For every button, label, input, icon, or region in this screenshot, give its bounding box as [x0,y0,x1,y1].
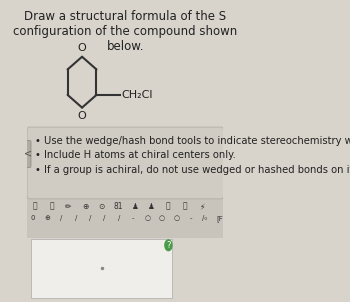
FancyBboxPatch shape [27,127,223,199]
Text: 🔍: 🔍 [166,202,171,211]
Text: ⊙: ⊙ [98,202,105,211]
Text: /: / [104,215,106,221]
Text: 81: 81 [114,202,123,211]
Text: ○: ○ [159,215,165,221]
Bar [27,196,223,238]
Text: ⊕: ⊕ [44,215,50,221]
Text: O: O [78,43,86,53]
Text: ♟: ♟ [132,202,139,211]
FancyBboxPatch shape [24,140,31,167]
Text: O: O [78,111,86,121]
Text: -: - [189,215,192,221]
Text: ○: ○ [145,215,150,221]
Text: 🖊: 🖊 [33,202,37,211]
Text: ✏: ✏ [65,202,71,211]
Text: /: / [75,215,77,221]
Text: /: / [61,215,63,221]
Text: ⊕: ⊕ [82,202,88,211]
Text: • Include H atoms at chiral centers only.: • Include H atoms at chiral centers only… [35,150,236,160]
Text: 🔍: 🔍 [183,202,187,211]
Text: -: - [132,215,134,221]
Text: /₀: /₀ [202,215,208,221]
Text: • If a group is achiral, do not use wedged or hashed bonds on it.: • If a group is achiral, do not use wedg… [35,165,350,175]
Text: Draw a structural formula of the S configuration of the compound shown below.: Draw a structural formula of the S confi… [13,10,237,53]
Text: 🗑: 🗑 [49,202,54,211]
Text: ?: ? [166,241,171,250]
Text: 0: 0 [31,215,35,221]
Text: /: / [89,215,91,221]
Text: [F: [F [216,215,223,222]
Bar [31,239,172,297]
Text: • Use the wedge/hash bond tools to indicate stereochemistry where it exists.: • Use the wedge/hash bond tools to indic… [35,136,350,146]
Text: ○: ○ [173,215,179,221]
Text: ♟: ♟ [148,202,155,211]
Text: <: < [24,149,32,159]
Text: /: / [118,215,120,221]
Text: ⚡: ⚡ [199,202,204,211]
Circle shape [165,240,172,251]
Text: CH₂Cl: CH₂Cl [121,90,153,100]
